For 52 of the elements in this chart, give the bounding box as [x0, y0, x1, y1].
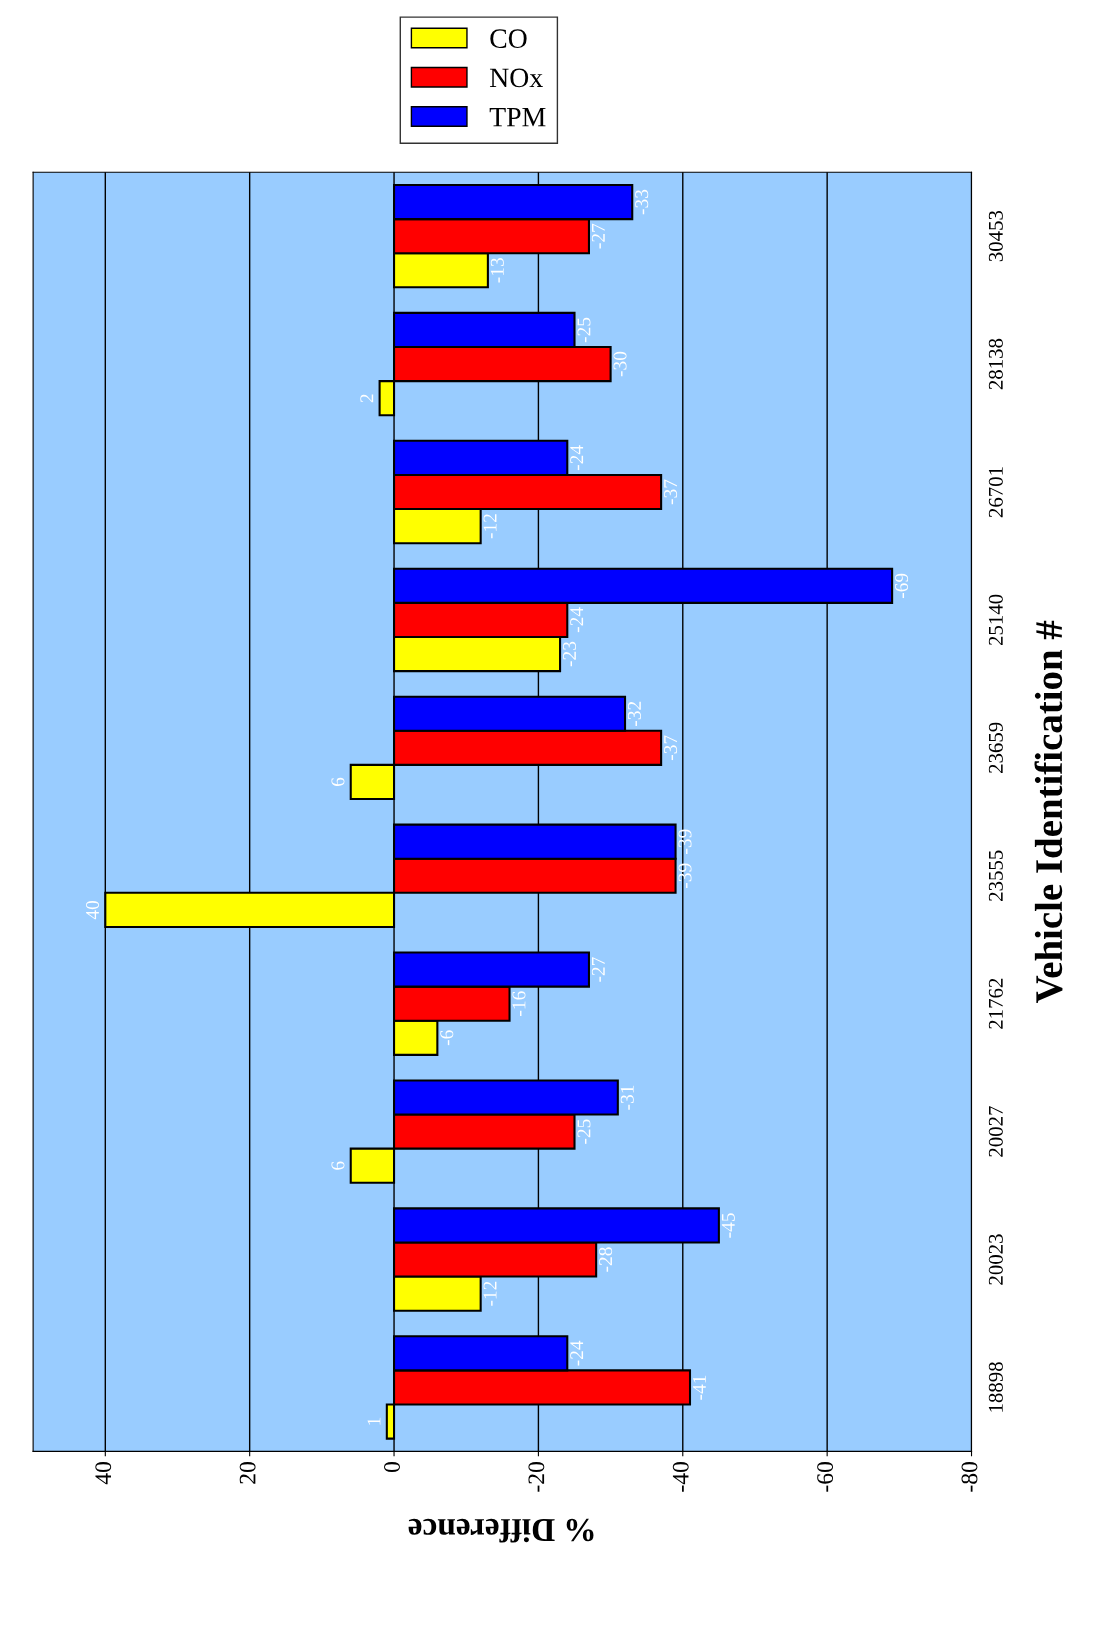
data-label: 6 — [331, 1161, 345, 1170]
y-tick-label: 26701 — [988, 467, 1003, 518]
legend-label: TPM — [489, 108, 546, 127]
data-label: -45 — [721, 1213, 735, 1238]
x-tick-label: -60 — [817, 1462, 834, 1492]
y-tick-label: 23555 — [988, 850, 1003, 901]
data-label: -32 — [627, 701, 642, 726]
data-label: -39 — [678, 863, 692, 888]
data-label: -25 — [577, 1119, 591, 1144]
data-label: 1 — [367, 1417, 381, 1425]
y-tick-label: 20027 — [988, 1106, 1003, 1157]
x-tick-label: 20 — [239, 1462, 256, 1484]
data-label: -28 — [599, 1247, 613, 1272]
data-label: 40 — [85, 900, 100, 920]
y-tick-label: 30453 — [988, 210, 1003, 262]
y-tick-label: 20023 — [988, 1234, 1003, 1285]
data-label: -37 — [664, 735, 678, 761]
x-tick-label: -80 — [961, 1462, 978, 1492]
y-tick-label: 21762 — [988, 978, 1003, 1029]
x-axis-title: % Difference — [408, 1518, 594, 1543]
data-label: -31 — [620, 1085, 634, 1110]
data-label: -27 — [591, 957, 605, 982]
y-tick-label: 23659 — [988, 722, 1003, 773]
y-axis-title: Vehicle Identification # — [1034, 620, 1063, 1003]
y-tick-label: 25140 — [988, 594, 1003, 646]
data-label: -13 — [490, 258, 504, 283]
data-label: -39 — [678, 829, 692, 854]
x-tick-label: -20 — [528, 1462, 545, 1492]
x-tick-label: 40 — [95, 1462, 112, 1485]
legend-label: NOx — [489, 68, 543, 88]
data-label: -12 — [483, 514, 497, 539]
data-label: -69 — [895, 573, 909, 599]
data-label: -12 — [483, 1281, 497, 1306]
data-label: -24 — [570, 607, 584, 633]
x-tick-label: -40 — [672, 1462, 689, 1492]
data-label: -41 — [692, 1375, 706, 1400]
y-tick-label: 28138 — [988, 338, 1003, 390]
data-label: -16 — [512, 991, 526, 1016]
data-label: -33 — [635, 189, 649, 215]
data-label: -24 — [570, 1340, 584, 1366]
legend-label: CO — [490, 29, 527, 48]
y-tick-label: 18898 — [988, 1362, 1003, 1412]
data-label: 2 — [360, 394, 374, 403]
data-label: -23 — [562, 641, 577, 667]
data-label: -27 — [591, 223, 605, 249]
data-label: 6 — [331, 777, 345, 786]
data-label: -24 — [570, 445, 584, 471]
data-label: -6 — [440, 1030, 454, 1046]
data-label: -30 — [613, 351, 627, 377]
x-tick-label: 0 — [384, 1462, 400, 1473]
data-label: -37 — [664, 479, 678, 505]
data-label: -25 — [577, 317, 591, 343]
